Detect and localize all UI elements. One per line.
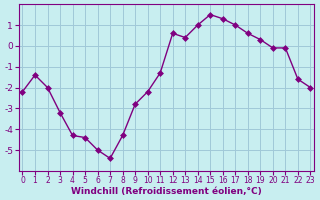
X-axis label: Windchill (Refroidissement éolien,°C): Windchill (Refroidissement éolien,°C) (71, 187, 262, 196)
